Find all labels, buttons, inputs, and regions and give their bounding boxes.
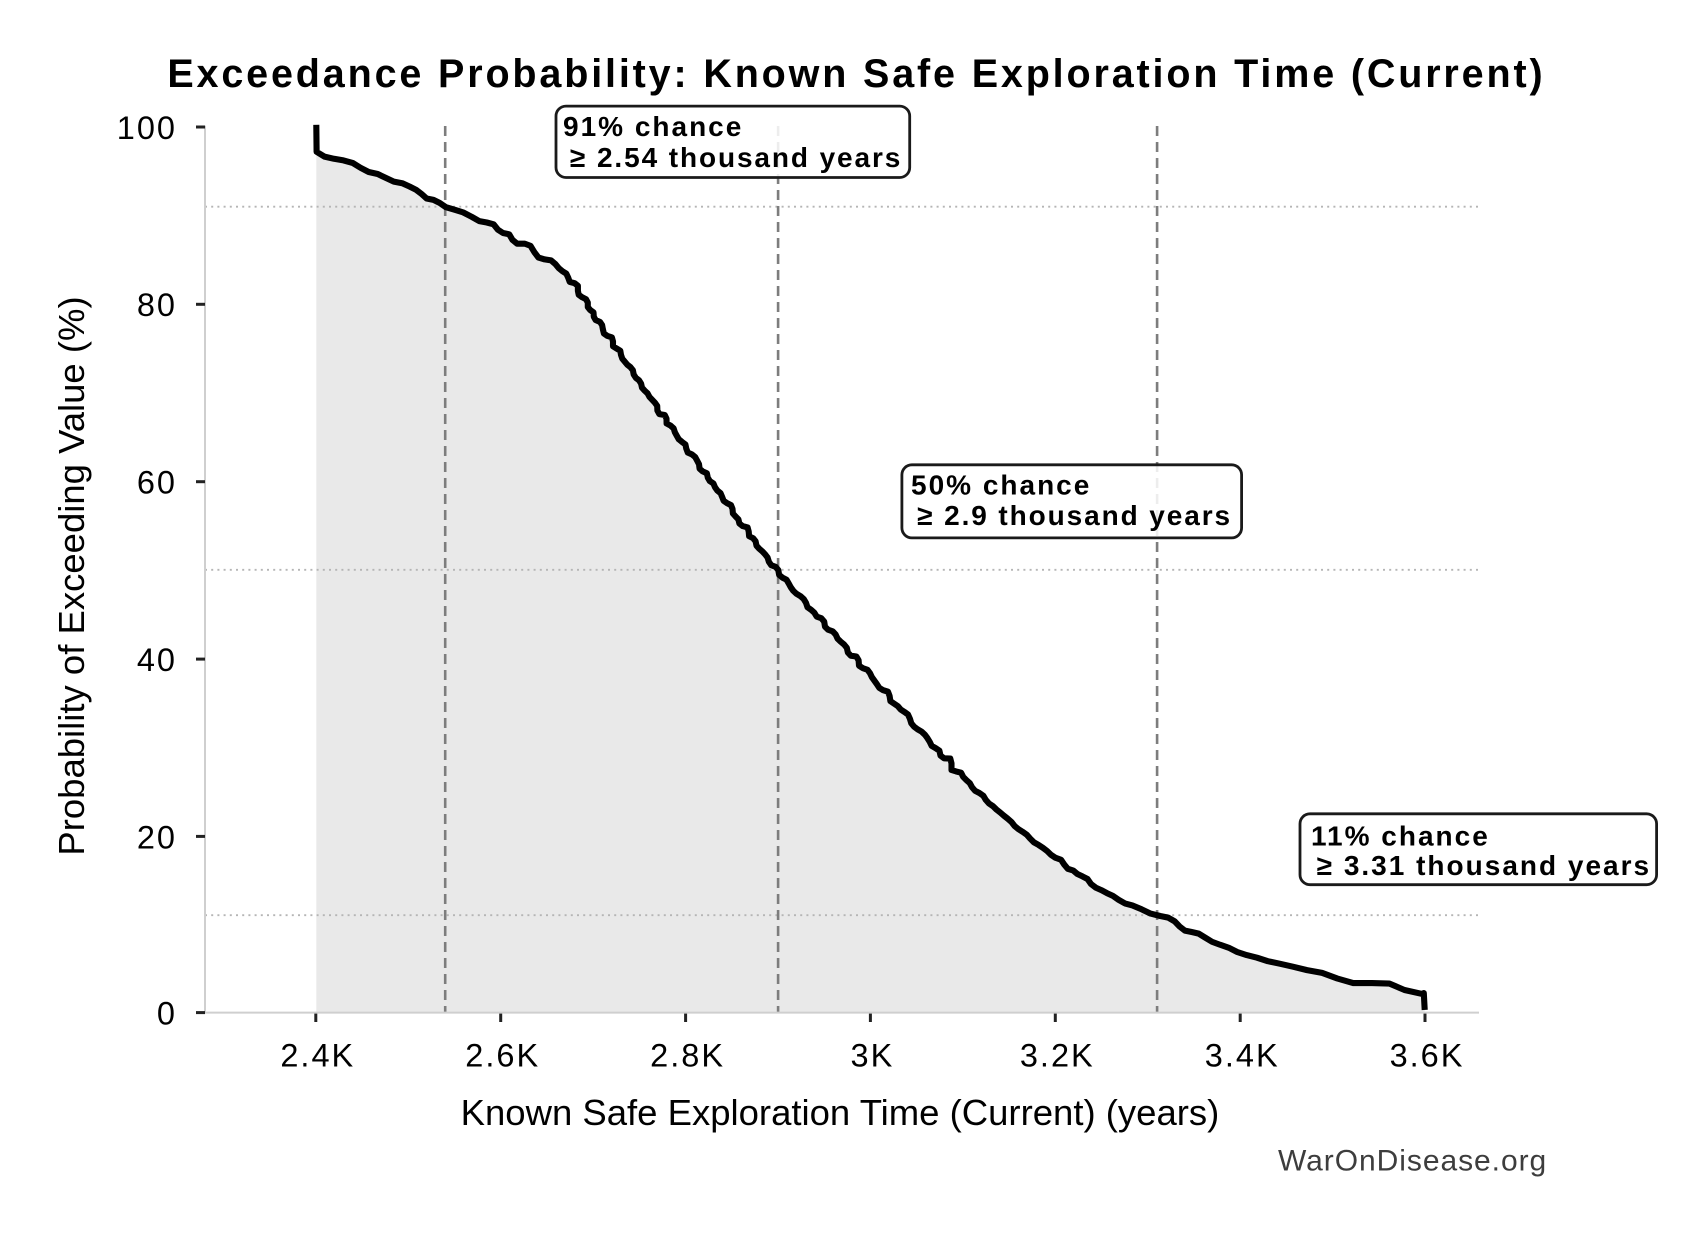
svg-text:2.4K: 2.4K: [280, 1037, 355, 1073]
svg-text:3K: 3K: [851, 1037, 895, 1073]
svg-text:3.6K: 3.6K: [1390, 1037, 1465, 1073]
svg-text:3.2K: 3.2K: [1020, 1037, 1095, 1073]
svg-text:91% chance: 91% chance: [563, 111, 743, 142]
svg-text:2.6K: 2.6K: [465, 1037, 540, 1073]
svg-text:WarOnDisease.org: WarOnDisease.org: [1278, 1145, 1547, 1178]
svg-text:≥ 2.9 thousand years: ≥ 2.9 thousand years: [917, 500, 1232, 531]
svg-text:11% chance: 11% chance: [1311, 821, 1490, 852]
svg-text:40: 40: [137, 642, 177, 678]
svg-text:80: 80: [137, 287, 177, 323]
svg-text:2.8K: 2.8K: [650, 1037, 725, 1073]
svg-text:60: 60: [137, 465, 177, 501]
svg-text:Known Safe Exploration Time (C: Known Safe Exploration Time (Current) (y…: [461, 1092, 1220, 1133]
svg-text:0: 0: [157, 996, 177, 1032]
svg-text:100: 100: [117, 110, 177, 146]
svg-text:≥ 2.54 thousand years: ≥ 2.54 thousand years: [570, 142, 902, 173]
svg-text:50% chance: 50% chance: [911, 470, 1091, 501]
svg-text:20: 20: [137, 819, 177, 855]
svg-text:Probability of Exceeding Value: Probability of Exceeding Value (%): [51, 296, 92, 855]
svg-text:3.4K: 3.4K: [1205, 1037, 1280, 1073]
svg-text:≥ 3.31 thousand years: ≥ 3.31 thousand years: [1317, 850, 1651, 881]
svg-text:Exceedance Probability: Known: Exceedance Probability: Known Safe Explo…: [167, 52, 1545, 96]
